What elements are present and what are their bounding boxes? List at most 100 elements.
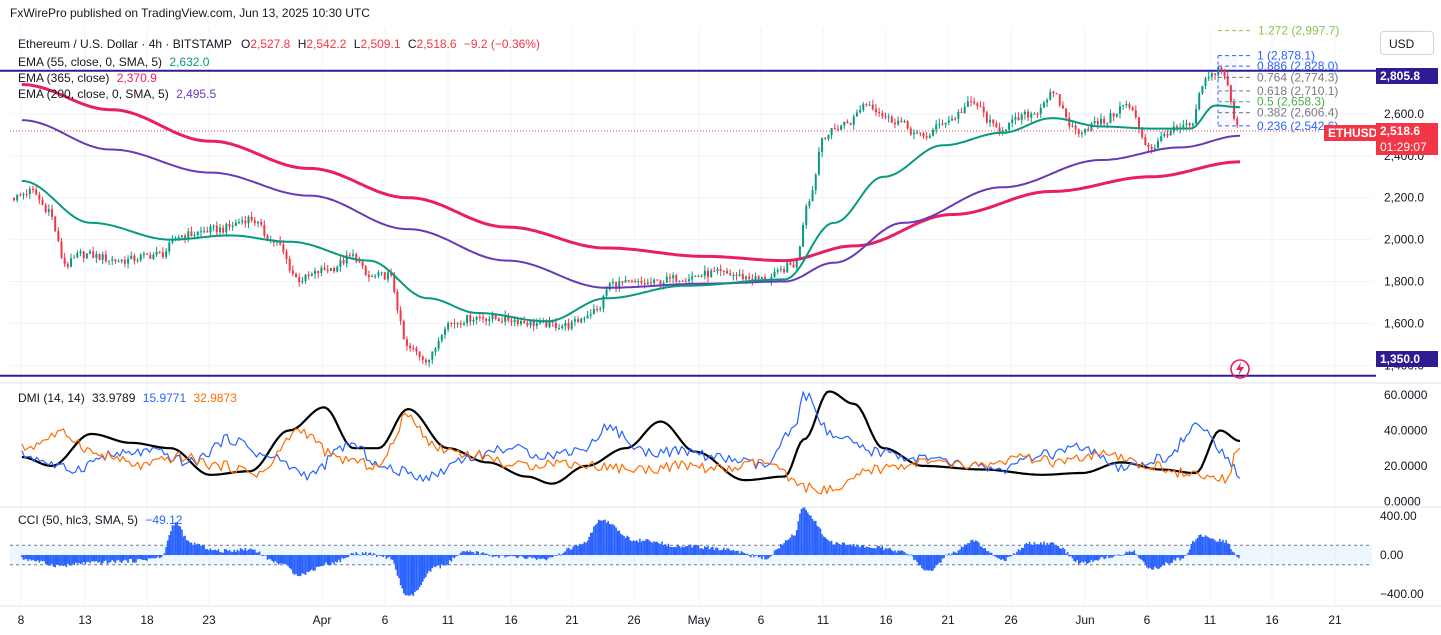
candle-body (618, 281, 621, 288)
time-tick-label: 6 (1144, 613, 1151, 627)
cci-bar (250, 549, 253, 555)
cci-bar (661, 541, 663, 555)
resistance-price-tag: 2,805.8 (1376, 68, 1438, 84)
cci-bar (895, 552, 898, 555)
candle-body (1014, 117, 1017, 120)
cci-bar (536, 555, 538, 560)
dmi-legend[interactable]: DMI (14, 14) 33.9789 15.9771 32.9873 (18, 391, 237, 405)
candle-body (266, 235, 269, 241)
candle-body (1210, 73, 1213, 78)
cci-bar (377, 554, 380, 556)
cci-bar (399, 555, 402, 586)
candle-body (865, 104, 868, 106)
cci-bar (548, 555, 551, 558)
cci-bar (479, 554, 481, 556)
candle-body (440, 334, 443, 341)
candle-body (596, 309, 599, 311)
candle-body (1020, 114, 1023, 121)
cci-bar (968, 543, 971, 555)
cci-bar (1028, 541, 1031, 555)
cci-bar (1177, 555, 1180, 558)
cci-bar (252, 549, 255, 555)
time-tick-label: May (688, 613, 711, 627)
cci-bar (1103, 555, 1105, 560)
time-tick-label: 13 (78, 613, 92, 627)
price-tick-label: 2,200.0 (1384, 191, 1424, 205)
dmi-series-+DI (21, 391, 1241, 482)
cci-legend[interactable]: CCI (50, hlc3, SMA, 5) −49.12 (18, 513, 182, 527)
cci-bar (1155, 555, 1158, 569)
candle-body (516, 319, 519, 325)
cci-bar (1209, 538, 1212, 555)
candle-body (28, 188, 31, 195)
cci-bar (364, 551, 367, 555)
candle-body (1033, 113, 1036, 115)
candle-body (405, 339, 408, 346)
candle-body (1182, 124, 1185, 128)
candle-body (922, 133, 925, 137)
currency-selector[interactable]: USD (1380, 31, 1434, 55)
candle-body (60, 241, 63, 258)
cci-bar (1233, 552, 1235, 555)
cci-bar (21, 555, 23, 558)
candle-body (1134, 110, 1137, 118)
candle-body (893, 122, 896, 125)
fib-level-label: 0.886 (2,828.0) (1257, 59, 1338, 73)
candle-body (665, 276, 668, 283)
cci-bar (323, 555, 326, 565)
cci-bar (60, 555, 63, 566)
candle-body (602, 295, 605, 309)
cci-bar (550, 555, 552, 558)
cci-bar (86, 555, 88, 563)
cci-bar (841, 542, 844, 555)
cci-bar (1125, 551, 1128, 555)
ema200-legend[interactable]: EMA (200, close, 0, SMA, 5) 2,495.5 (18, 87, 216, 101)
cci-bar (833, 544, 836, 555)
cci-bar (984, 548, 987, 555)
candle-body (605, 289, 608, 296)
cci-bar (903, 551, 906, 555)
cci-bar (995, 555, 998, 558)
cci-bar (531, 555, 533, 559)
cci-bar (73, 555, 75, 566)
candle-body (339, 260, 342, 267)
candle-body (364, 266, 367, 275)
candle-body (123, 259, 126, 264)
ema365-legend[interactable]: EMA (365, close) 2,370.9 (18, 71, 157, 85)
cci-bar (1000, 555, 1002, 561)
cci-bar (1128, 551, 1131, 555)
cci-bar (868, 547, 871, 555)
cci-bar (299, 555, 302, 576)
time-tick-label: 21 (565, 613, 579, 627)
candle-body (545, 320, 548, 327)
cci-bar (650, 541, 652, 555)
cci-bar (124, 555, 126, 560)
candle-body (710, 270, 713, 277)
cci-bar (390, 555, 392, 560)
cci-bar (1201, 536, 1204, 555)
cci-bar (360, 555, 362, 556)
cci-bar (618, 530, 621, 555)
cci-bar (311, 555, 313, 570)
cci-bar (258, 551, 261, 555)
low-label: L (353, 37, 361, 51)
candle-body (643, 283, 646, 285)
candle-body (237, 222, 240, 224)
candle-body (998, 127, 1001, 132)
candle-body (599, 308, 602, 310)
cci-bar (349, 554, 351, 556)
cci-bar (602, 520, 605, 555)
symbol-legend[interactable]: Ethereum / U.S. Dollar · 4h · BITSTAMP O… (18, 37, 540, 51)
cci-bar (274, 555, 277, 561)
candle-body (279, 241, 282, 245)
price-tick-label: 1,800.0 (1384, 275, 1424, 289)
candle-body (713, 270, 716, 272)
ema55-legend[interactable]: EMA (55, close, 0, SMA, 5) 2,632.0 (18, 55, 209, 69)
cci-bar (98, 555, 101, 562)
cci-bar (1049, 542, 1052, 555)
cci-bar (570, 549, 573, 555)
candle-body (1122, 105, 1125, 107)
cci-bar (385, 555, 388, 559)
alert-icon[interactable] (1229, 358, 1251, 380)
